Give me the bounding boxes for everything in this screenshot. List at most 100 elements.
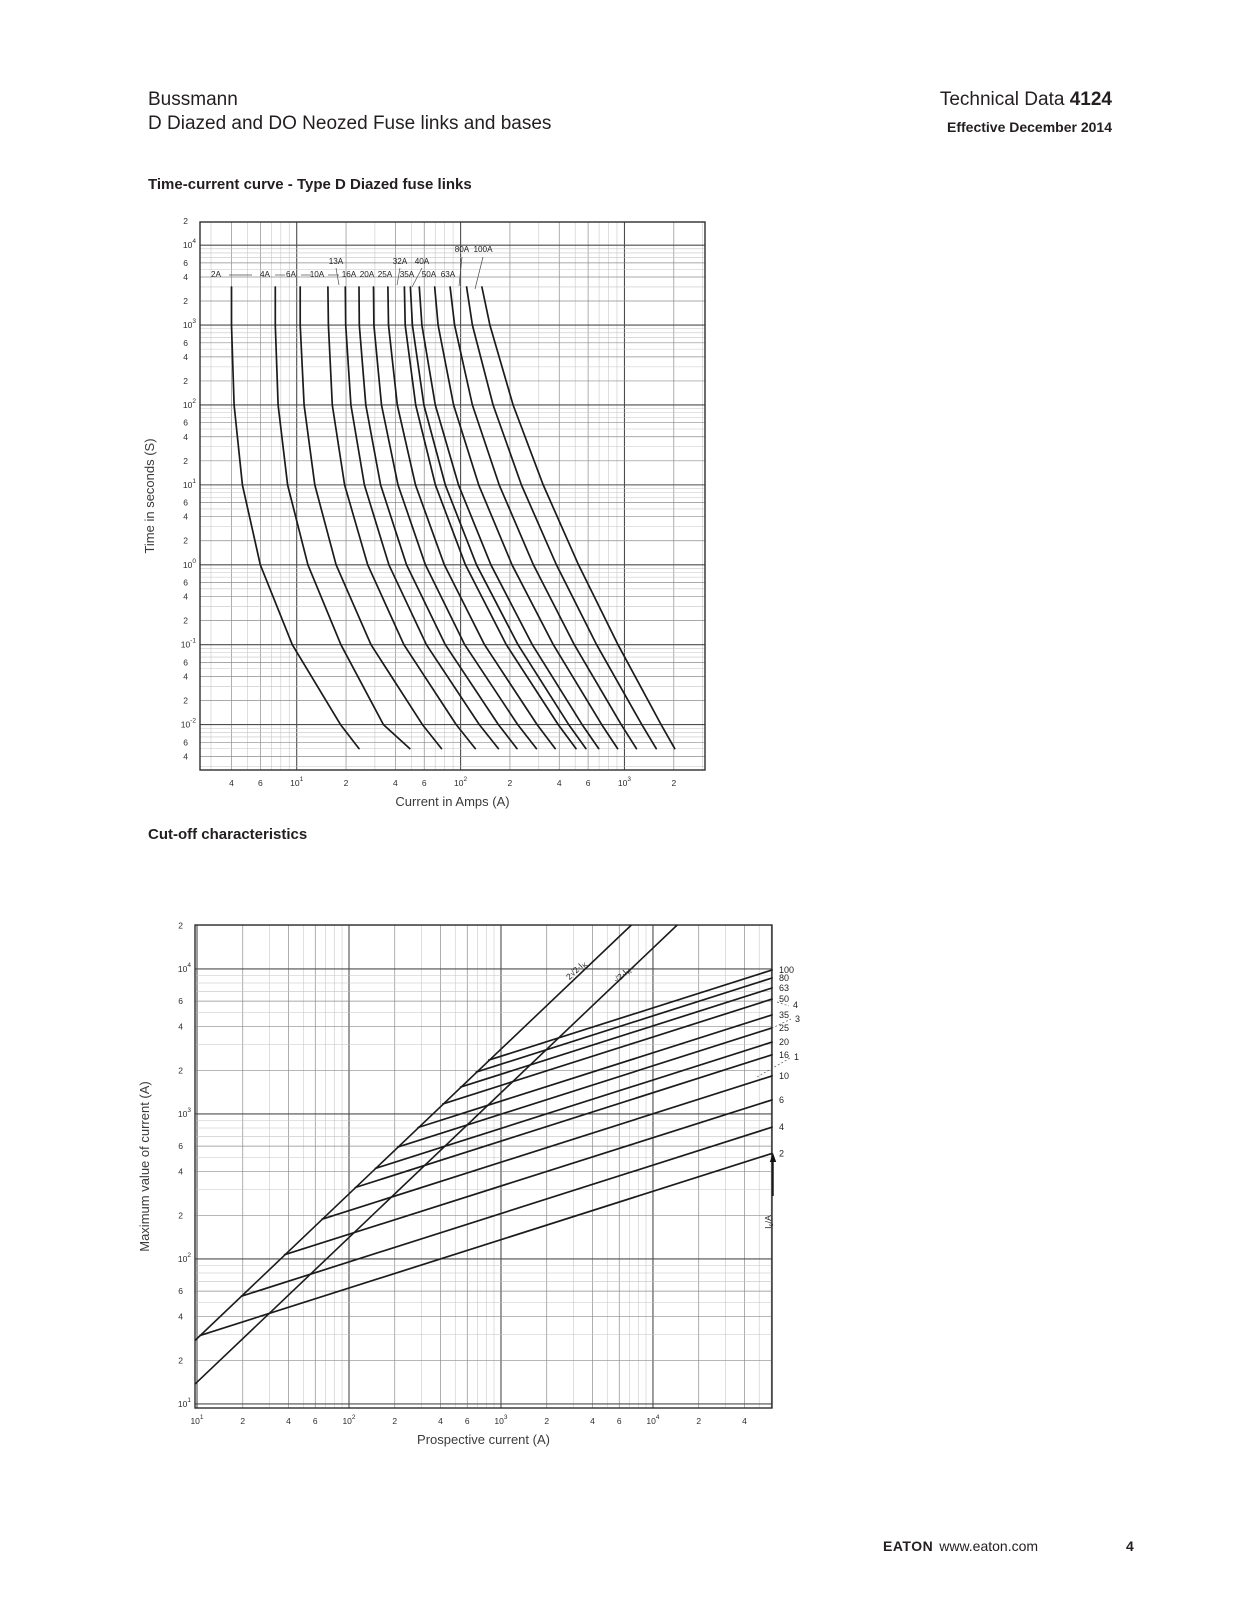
x-tick-label: 104 <box>646 1414 659 1426</box>
y-tick-label: 6 <box>178 996 183 1006</box>
rating-label-20: 20 <box>779 1037 789 1047</box>
y-tick-label: 2 <box>178 1355 183 1365</box>
y-tick-label: 4 <box>183 671 188 681</box>
x-tick-label: 4 <box>393 778 398 788</box>
y-tick-label: 6 <box>183 577 188 587</box>
curve-16 <box>354 1053 773 1189</box>
y-tick-label: 4 <box>178 1167 183 1177</box>
y-tick-label: 102 <box>183 398 196 410</box>
y-tick-label: 4 <box>183 512 188 522</box>
refline-label: 2√2·IK <box>564 958 590 984</box>
x-tick-label: 2 <box>392 1416 397 1426</box>
rating-label-80: 80 <box>779 973 789 983</box>
x-tick-label: 6 <box>422 778 427 788</box>
section-title-cutoff: Cut-off characteristics <box>148 826 308 843</box>
doc-subtitle: D Diazed and DO Neozed Fuse links and ba… <box>148 113 552 134</box>
y-axis-title: Time in seconds (S) <box>142 438 157 553</box>
curve-label-13A: 13A <box>329 257 344 266</box>
y-tick-label: 104 <box>178 962 191 974</box>
rating-label-16: 16 <box>779 1050 789 1060</box>
curve-20 <box>374 1041 773 1170</box>
y-tick-label: 6 <box>183 338 188 348</box>
y-tick-label: 6 <box>183 498 188 508</box>
curve-4A <box>274 286 411 750</box>
curve-label-16A: 16A <box>342 270 357 279</box>
rating-label-4: 4 <box>779 1122 784 1132</box>
curve-label-10A: 10A <box>310 270 325 279</box>
page-footer: EATON www.eaton.com <box>883 1538 1038 1554</box>
y-tick-label: 103 <box>178 1107 191 1119</box>
axis-ticks: 101 2 4 6 102 2 4 6 103 2 4 6 104 2 4 2 104 6 4 2 103 6 4 2 102 6… <box>178 920 747 1426</box>
y-tick-label: 4 <box>178 1312 183 1322</box>
doc-number: 4124 <box>1069 89 1112 110</box>
curve-label-20A: 20A <box>360 270 375 279</box>
curve-35A <box>409 286 587 750</box>
curve-label-4A: 4A <box>260 270 271 279</box>
y-tick-label: 6 <box>183 737 188 747</box>
x-tick-label: 4 <box>229 778 234 788</box>
rating-label-2: 2 <box>779 1148 784 1158</box>
doc-label: Technical Data <box>939 89 1065 110</box>
footer-url: www.eaton.com <box>939 1538 1039 1554</box>
refline-sqrt2-Ik <box>194 924 678 1385</box>
curve-label-63A: 63A <box>441 270 456 279</box>
y-tick-label: 4 <box>183 272 188 282</box>
curve-20A <box>372 286 538 750</box>
curve-25A <box>387 286 557 750</box>
brand-name: Bussmann <box>148 89 238 110</box>
y-tick-label: 101 <box>183 478 196 490</box>
label-leader <box>458 256 463 287</box>
plot-border <box>194 924 773 1409</box>
curve-32A <box>403 286 577 750</box>
x-tick-label: 2 <box>240 1416 245 1426</box>
curve-10 <box>321 1075 773 1221</box>
curve-label-35A: 35A <box>400 270 415 279</box>
y-tick-label: 2 <box>178 1065 183 1075</box>
curve-40A <box>418 286 600 750</box>
curve-2A <box>230 286 360 750</box>
curve-35 <box>417 1014 773 1129</box>
label-leader <box>335 267 340 286</box>
curve-100 <box>487 969 773 1061</box>
y-tick-label: 6 <box>183 657 188 667</box>
y-tick-label: 2 <box>183 376 188 386</box>
x-axis-title: Current in Amps (A) <box>395 794 509 809</box>
label-leader <box>474 256 484 290</box>
x-tick-label: 103 <box>618 776 631 788</box>
y-tick-label: 102 <box>178 1252 191 1264</box>
curve-label-100A: 100A <box>473 245 493 254</box>
x-tick-label: 102 <box>454 776 467 788</box>
y-tick-label: 4 <box>183 432 188 442</box>
rating-label-50: 50 <box>779 994 789 1004</box>
y-tick-label: 4 <box>178 1022 183 1032</box>
y-tick-label: 2 <box>183 216 188 226</box>
curve-25 <box>396 1027 773 1148</box>
curve-16A <box>358 286 518 750</box>
x-tick-label: 4 <box>438 1416 443 1426</box>
curve-63A <box>449 286 638 750</box>
curve-label-6A: 6A <box>286 270 297 279</box>
x-axis-title: Prospective current (A) <box>417 1432 550 1447</box>
curve-label-40A: 40A <box>415 257 430 266</box>
header-right: Technical Data 4124 Effective December 2… <box>940 88 1112 138</box>
curve-13A <box>344 286 500 750</box>
rating-label-6: 6 <box>779 1095 784 1105</box>
y-axis-title: Maximum value of current (A) <box>137 1081 152 1252</box>
x-tick-label: 6 <box>313 1416 318 1426</box>
doc-id: Technical Data 4124 <box>940 88 1112 112</box>
x-tick-label: 6 <box>258 778 263 788</box>
x-tick-label: 2 <box>544 1416 549 1426</box>
curve-label-32A: 32A <box>393 257 408 266</box>
curve-label-2A: 2A <box>211 270 222 279</box>
x-tick-label: 102 <box>342 1414 355 1426</box>
effective-date: Effective December 2014 <box>947 119 1112 135</box>
x-tick-label: 101 <box>190 1414 203 1426</box>
rating-label-100: 100 <box>779 965 794 975</box>
grid <box>200 222 705 770</box>
x-tick-label: 6 <box>617 1416 622 1426</box>
refline-2sqrt2-Ik <box>194 924 632 1342</box>
cutoff-chart: 101 2 4 6 102 2 4 6 103 2 4 6 104 2 421046421036421026… <box>137 920 800 1447</box>
curve-label-80A: 80A <box>455 245 470 254</box>
